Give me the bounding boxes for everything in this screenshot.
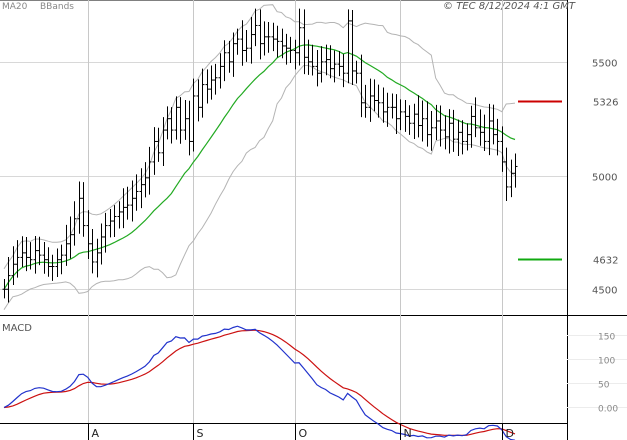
level-label: 4632 <box>593 256 618 267</box>
price-tick-label: 5000 <box>592 173 617 184</box>
grid <box>0 0 627 423</box>
bband-upper-line <box>3 4 516 270</box>
ma20-line <box>3 44 516 290</box>
bollinger-bands <box>3 4 516 310</box>
macd-tick-label: 0.00 <box>598 405 618 415</box>
month-label: S <box>197 427 204 440</box>
month-label: A <box>92 427 100 440</box>
macd-tick-label: 150 <box>598 333 615 343</box>
macd-tick-labels: 0.00 50 100 150 <box>598 333 618 415</box>
price-levels: 5326 4632 <box>518 98 618 267</box>
signal-polyline <box>3 329 516 436</box>
level-label: 5326 <box>593 98 618 109</box>
month-label: O <box>299 427 308 440</box>
price-tick-label: 4500 <box>592 286 617 297</box>
macd-polyline <box>3 325 516 440</box>
macd-tick-label: 50 <box>598 381 610 391</box>
copyright-text: © TEC 8/12/2024 4:1 GMT <box>443 1 576 12</box>
macd-lines <box>3 325 516 440</box>
month-label: N <box>404 427 412 440</box>
ma20-polyline <box>3 44 516 290</box>
legend-ma20: MA20 <box>2 2 28 12</box>
price-tick-label: 5500 <box>592 59 617 70</box>
price-bars <box>2 8 518 303</box>
price-tick-labels: 4500 5000 5500 <box>592 59 617 297</box>
macd-tick-label: 100 <box>598 357 615 367</box>
bband-lower-line <box>3 64 516 310</box>
legend-bbands: BBands <box>40 2 74 12</box>
macd-title: MACD <box>2 323 32 334</box>
month-label: D <box>506 427 514 440</box>
